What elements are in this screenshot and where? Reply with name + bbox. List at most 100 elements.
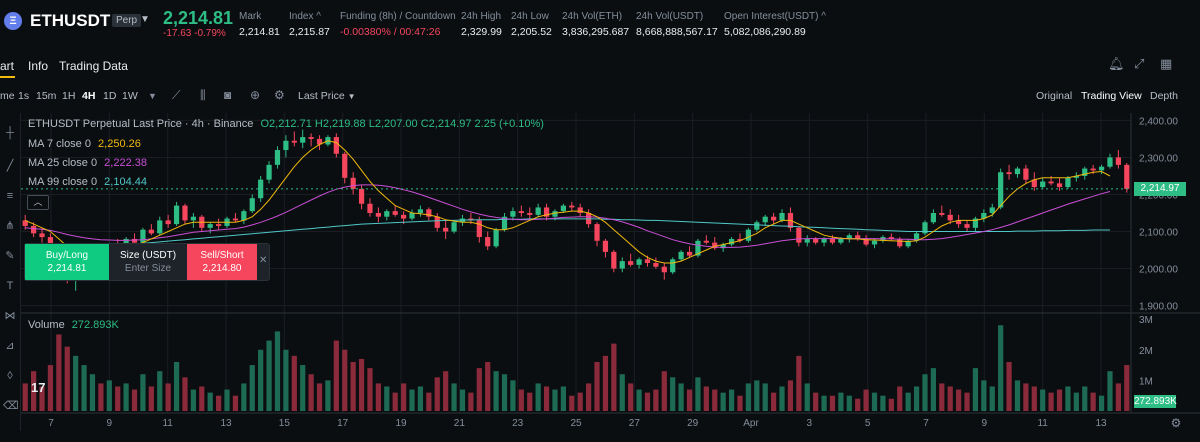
time-axis-label: 3 — [807, 418, 813, 429]
candle-body — [182, 205, 188, 221]
volume-bar — [644, 392, 651, 411]
candle-body — [232, 218, 239, 221]
volume-bar — [216, 395, 222, 411]
candle-body — [165, 220, 171, 225]
indicator-chart-icon[interactable]: ⟋ — [172, 88, 181, 102]
tab-chart[interactable]: art — [0, 59, 15, 73]
stat-value-0: 2,214.81 — [239, 26, 280, 38]
ma7-label: MA 7 close 0 — [28, 138, 91, 150]
candle-body — [577, 207, 583, 213]
ma7-line — [24, 140, 1111, 264]
interval-4h[interactable]: 4H — [82, 90, 96, 102]
time-axis-label: 21 — [454, 418, 466, 429]
pattern-icon[interactable]: ⋈ — [4, 310, 16, 322]
volume-bar — [829, 395, 836, 411]
settings-gear-icon[interactable]: ⚙ — [274, 88, 285, 102]
volume-bar — [232, 395, 239, 411]
interval-15m[interactable]: 15m — [36, 90, 57, 102]
interval-1d[interactable]: 1D — [103, 90, 117, 102]
layout-grid-icon[interactable]: ▦ — [1160, 56, 1173, 71]
price-type-select[interactable]: Last Price ▼ — [298, 90, 356, 102]
interval-1h[interactable]: 1H — [62, 90, 76, 102]
candle-body — [316, 138, 323, 145]
expand-icon[interactable]: ⤢ — [1134, 56, 1145, 71]
volume-bar — [989, 386, 995, 411]
trash-icon[interactable]: ⌫ — [3, 400, 19, 412]
interval-1w[interactable]: 1W — [122, 90, 138, 102]
size-input[interactable]: Size (USDT) Enter Size — [109, 244, 187, 280]
candle-body — [350, 177, 356, 189]
measure-icon[interactable]: ⊿ — [5, 340, 15, 352]
time-axis-label: 29 — [687, 418, 699, 429]
candle-body — [207, 224, 213, 228]
collapse-legend-button[interactable]: ︿ — [27, 195, 49, 210]
time-axis-label: 9 — [982, 418, 988, 429]
volume-bar — [207, 392, 213, 411]
candlestick-chart[interactable]: 2,400.002,300.002,200.002,100.002,000.00… — [21, 113, 1200, 431]
volume-bar — [552, 389, 558, 411]
candle-body — [493, 229, 499, 247]
add-indicator-icon[interactable]: ⊕ — [250, 88, 261, 102]
candle-body — [846, 235, 852, 239]
view-depth[interactable]: Depth — [1150, 90, 1179, 102]
volume-bar — [686, 389, 693, 411]
volume-bar — [31, 371, 37, 411]
volume-bar — [165, 383, 171, 411]
interval-time[interactable]: me — [0, 90, 15, 102]
brush-icon[interactable]: ✎ — [5, 250, 15, 262]
candle-body — [661, 266, 667, 273]
crosshair-icon[interactable]: ┼ — [6, 127, 14, 139]
volume-bar — [577, 392, 583, 411]
text-tool-icon[interactable]: T — [6, 280, 14, 292]
volume-bar — [426, 392, 432, 411]
volume-bar — [569, 395, 575, 411]
volume-bar — [274, 331, 281, 411]
volume-bar — [964, 392, 970, 411]
ma25-line — [25, 184, 1111, 248]
candle-body — [838, 238, 844, 243]
tradingview-logo-icon[interactable]: 17 — [31, 380, 46, 395]
volume-bar — [602, 355, 609, 411]
candle-body — [417, 209, 424, 213]
more-intervals-icon[interactable]: ▼ — [148, 91, 157, 101]
candle-body — [602, 240, 609, 252]
candle-body — [930, 213, 936, 223]
volume-bar — [115, 386, 121, 411]
candle-body — [434, 216, 440, 228]
volume-bar — [47, 365, 54, 411]
horizontal-line-icon[interactable]: ≡ — [6, 190, 14, 202]
ma99-line — [25, 218, 1110, 255]
volume-bar — [611, 343, 617, 411]
chart-legend-title: ETHUSDT Perpetual Last Price · 4h · Bina… — [28, 118, 544, 130]
volume-bar — [636, 389, 642, 411]
tab-info[interactable]: Info — [28, 59, 49, 73]
close-icon[interactable]: ✕ — [259, 255, 268, 266]
sell-short-button[interactable]: Sell/Short 2,214.80 — [187, 244, 257, 280]
candle-body — [1124, 164, 1130, 189]
symbol-dropdown-icon[interactable]: ▼ — [140, 14, 150, 25]
volume-bar — [291, 355, 297, 411]
price-axis-label: 2,000.00 — [1139, 265, 1178, 276]
volume-bar — [846, 395, 852, 411]
view-original[interactable]: Original — [1036, 90, 1073, 102]
tab-trading-data[interactable]: Trading Data — [59, 59, 128, 73]
interval-1s[interactable]: 1s — [18, 90, 30, 102]
volume-bar — [796, 355, 802, 411]
buy-long-button[interactable]: Buy/Long 2,214.81 — [25, 244, 109, 280]
screenshot-camera-icon[interactable]: ◙ — [224, 88, 232, 102]
magnet-icon[interactable]: ◊ — [7, 370, 13, 382]
candle-body — [594, 224, 600, 241]
alert-bell-icon[interactable]: 🔔︎ — [1108, 56, 1125, 71]
view-trading-view[interactable]: Trading View — [1081, 90, 1142, 102]
volume-bar — [451, 383, 457, 411]
axis-settings-gear-icon[interactable]: ⚙ — [1171, 416, 1182, 430]
volume-bar — [787, 380, 794, 411]
price-axis-label: 2,100.00 — [1139, 228, 1178, 239]
symbol-selector[interactable]: ETHUSDT — [30, 11, 111, 30]
time-axis-label: 13 — [220, 418, 232, 429]
candle-type-icon[interactable]: ⫼ — [200, 88, 206, 102]
volume-bar — [1048, 392, 1054, 411]
trendline-icon[interactable]: ╱ — [6, 160, 14, 172]
fib-icon[interactable]: ⋔ — [5, 220, 15, 232]
volume-bar — [527, 392, 533, 411]
